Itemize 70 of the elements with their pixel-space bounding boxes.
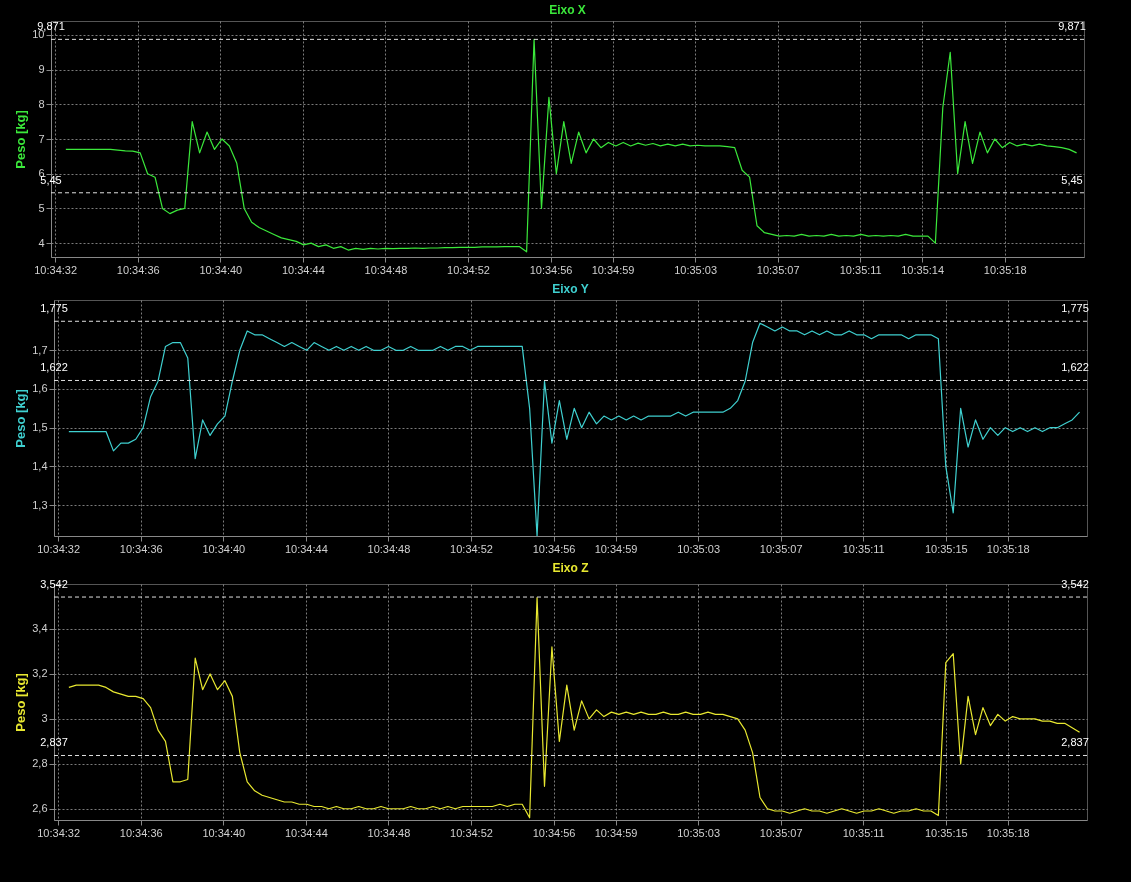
y-tick-label: 3,4 [32, 622, 48, 635]
text: 1,775 [1061, 302, 1089, 315]
x-tick-label: 10:35:07 [756, 263, 800, 276]
x-tick-label: 10:34:32 [34, 263, 78, 276]
x-tick-label: 10:34:36 [119, 826, 163, 839]
ref-line-label: 1,775 [40, 302, 68, 315]
x-tick-label: 10:35:18 [986, 542, 1030, 555]
x-tick-label: 10:34:44 [284, 542, 328, 555]
x-tick-label: 10:34:32 [37, 826, 81, 839]
x-tick-label: 10:35:03 [677, 826, 721, 839]
x-tick-label: 10:35:11 [842, 826, 885, 839]
x-tick-label: 10:35:03 [677, 542, 721, 555]
ref-line-label: 2,837 [40, 736, 68, 749]
x-tick-label: 10:34:40 [202, 826, 246, 839]
text: 3,542 [1061, 578, 1089, 591]
y-tick-label: 7 [38, 132, 45, 145]
x-tick-label: 10:34:36 [116, 263, 160, 276]
x-tick-label: 10:35:18 [983, 263, 1027, 276]
x-tick-label: 10:34:44 [284, 826, 328, 839]
x-tick-label: 10:34:52 [447, 263, 490, 276]
y-axis-title: Peso [kg] [13, 389, 29, 448]
x-tick-label: 10:34:40 [199, 263, 243, 276]
ref-line-label: 1,622 [40, 361, 68, 374]
x-tick-label: 10:34:32 [37, 542, 81, 555]
y-tick-label: 3,2 [32, 667, 48, 680]
y-tick-label: 5 [38, 201, 45, 214]
x-tick-label: 10:34:44 [281, 263, 325, 276]
text: 1,622 [1061, 361, 1089, 374]
x-tick-label: 10:34:52 [450, 826, 493, 839]
chart-title: Eixo Y [552, 282, 589, 296]
y-axis-title: Peso [kg] [13, 110, 29, 169]
y-tick-label: 1,4 [32, 459, 48, 472]
y-tick-label: 2,6 [32, 802, 48, 815]
text: 9,871 [1058, 20, 1086, 33]
x-tick-label: 10:34:52 [450, 542, 493, 555]
x-tick-label: 10:34:48 [367, 826, 411, 839]
text: 2,837 [1061, 736, 1089, 749]
x-tick-label: 10:34:36 [119, 542, 163, 555]
ref-line-label: 3,542 [40, 578, 68, 591]
y-tick-label: 4 [38, 236, 45, 249]
x-tick-label: 10:35:18 [986, 826, 1030, 839]
y-tick-label: 3 [41, 712, 48, 725]
x-tick-label: 10:35:15 [924, 826, 968, 839]
x-tick-label: 10:34:56 [529, 263, 573, 276]
chart-title: Eixo Z [552, 561, 589, 576]
y-tick-label: 1,6 [32, 382, 48, 395]
x-tick-label: 10:35:07 [759, 826, 803, 839]
x-tick-label: 10:35:11 [842, 542, 885, 555]
x-tick-label: 10:34:48 [364, 263, 408, 276]
x-tick-label: 10:34:56 [532, 826, 576, 839]
x-tick-label: 10:35:11 [839, 263, 882, 276]
y-tick-label: 1,3 [32, 498, 48, 511]
x-tick-label: 10:34:40 [202, 542, 246, 555]
x-tick-label: 10:35:14 [901, 263, 945, 276]
x-tick-label: 10:35:07 [759, 542, 803, 555]
x-tick-label: 10:35:03 [674, 263, 718, 276]
x-tick-label: 10:35:15 [924, 542, 968, 555]
x-tick-label: 10:34:59 [594, 542, 638, 555]
y-tick-label: 9 [38, 63, 45, 76]
chart-title: Eixo X [549, 3, 586, 17]
y-tick-label: 8 [38, 97, 45, 110]
x-tick-label: 10:34:56 [532, 542, 576, 555]
y-tick-label: 1,7 [32, 343, 48, 356]
y-tick-label: 2,8 [32, 757, 48, 770]
text: 5,45 [1061, 173, 1083, 186]
x-tick-label: 10:34:59 [591, 263, 635, 276]
x-tick-label: 10:34:48 [367, 542, 411, 555]
y-axis-title: Peso [kg] [13, 673, 29, 732]
x-tick-label: 10:34:59 [594, 826, 638, 839]
y-tick-label: 1,5 [32, 421, 48, 434]
